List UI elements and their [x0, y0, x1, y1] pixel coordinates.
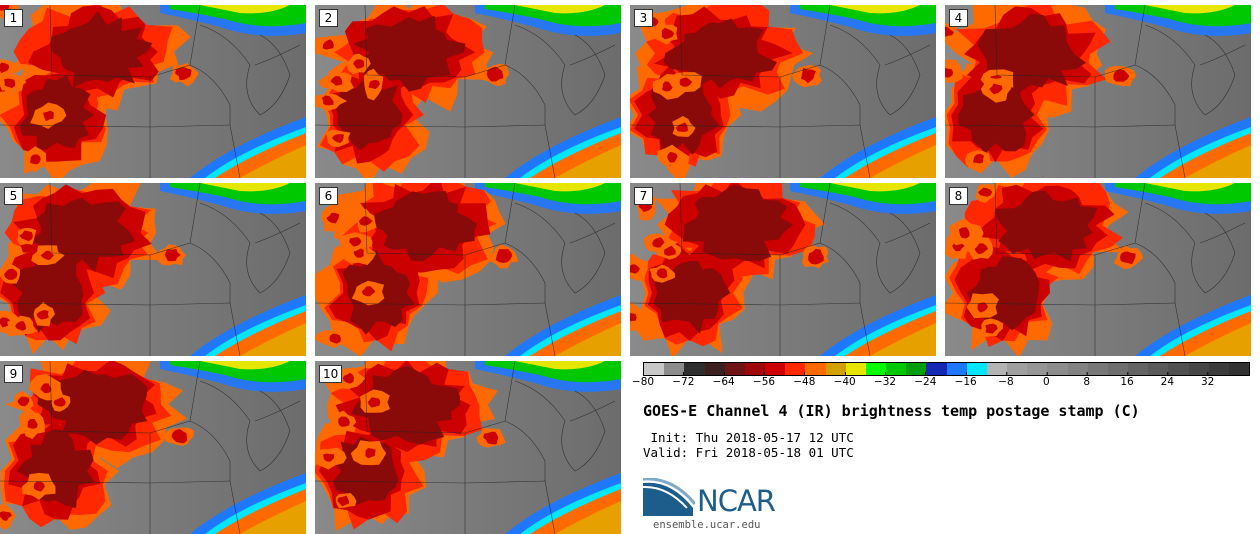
colorbar-tick-label: −80	[631, 372, 655, 388]
ensemble-member-panel: 6	[315, 183, 621, 356]
colorbar-swatch	[704, 363, 725, 375]
ir-brightness-map	[0, 183, 306, 356]
ir-brightness-map	[0, 5, 306, 178]
colorbar-tick-label: −40	[833, 372, 856, 388]
ir-brightness-map	[315, 183, 621, 356]
member-number-label: 1	[4, 9, 23, 27]
colorbar-swatch	[926, 363, 947, 375]
ir-brightness-map	[315, 5, 621, 178]
colorbar-tick-label: 0	[1042, 372, 1050, 388]
colorbar-swatch	[1208, 363, 1229, 375]
colorbar-swatch	[1007, 363, 1028, 375]
ensemble-member-panel: 7	[630, 183, 936, 356]
ensemble-member-panel: 4	[945, 5, 1251, 178]
ir-brightness-map	[630, 5, 936, 178]
ensemble-member-panel: 8	[945, 183, 1251, 356]
member-number-label: 2	[319, 9, 338, 27]
colorbar-swatch	[1128, 363, 1149, 375]
member-number-label: 4	[949, 9, 968, 27]
member-number-label: 7	[634, 187, 653, 205]
colorbar-swatch	[785, 363, 806, 375]
ensemble-member-panel: 1	[0, 5, 306, 178]
colorbar-swatch	[1148, 363, 1169, 375]
ir-brightness-map	[315, 361, 621, 534]
colorbar-swatch	[644, 363, 665, 375]
ncar-logo-text: NCAR	[697, 484, 776, 518]
colorbar-swatch	[744, 363, 766, 375]
colorbar-swatch	[845, 363, 866, 375]
colorbar-swatch	[1067, 363, 1088, 375]
figure-title: GOES-E Channel 4 (IR) brightness temp po…	[643, 402, 1140, 420]
colorbar-tick-label: −64	[712, 372, 735, 388]
member-number-label: 5	[4, 187, 23, 205]
colorbar-swatch	[946, 363, 967, 375]
colorbar-swatch	[906, 363, 927, 375]
valid-time: Valid: Fri 2018-05-18 01 UTC	[643, 445, 854, 460]
member-number-label: 3	[634, 9, 653, 27]
colorbar-tick-label: −72	[672, 372, 695, 388]
colorbar-swatch	[1047, 363, 1068, 375]
member-number-label: 8	[949, 187, 968, 205]
colorbar-tick-label: 8	[1083, 372, 1090, 388]
colorbar-tick-label: −56	[752, 372, 776, 388]
ensemble-member-panel: 10	[315, 361, 621, 534]
colorbar-swatch	[1027, 363, 1048, 375]
colorbar	[643, 362, 1250, 376]
ncar-logo-icon	[643, 478, 695, 516]
colorbar-swatch	[664, 363, 685, 375]
init-time: Init: Thu 2018-05-17 12 UTC	[643, 430, 854, 445]
ensemble-member-panel: 5	[0, 183, 306, 356]
colorbar-swatch	[684, 363, 705, 375]
member-number-label: 10	[319, 365, 343, 383]
ensemble-member-panel: 2	[315, 5, 621, 178]
colorbar-swatch	[825, 363, 846, 375]
colorbar-swatch	[1087, 363, 1108, 375]
colorbar-swatch	[865, 363, 887, 375]
colorbar-tick-label: −24	[914, 372, 937, 388]
ensemble-member-panel: 3	[630, 5, 936, 178]
colorbar-tick-label: 24	[1160, 372, 1175, 388]
ir-brightness-map	[945, 183, 1251, 356]
colorbar-swatch	[805, 363, 826, 375]
ir-brightness-map	[945, 5, 1251, 178]
colorbar-swatch	[1168, 363, 1189, 375]
colorbar-tick-label: −8	[998, 372, 1014, 388]
ir-brightness-map	[630, 183, 936, 356]
colorbar-tick-label: −48	[793, 372, 816, 388]
colorbar-swatch	[724, 363, 745, 375]
colorbar-tick-label: −16	[954, 372, 977, 388]
ir-brightness-map	[0, 361, 306, 534]
colorbar-tick-label: −32	[873, 372, 897, 388]
colorbar-tick-label: 16	[1120, 372, 1134, 388]
colorbar-swatch	[765, 363, 786, 375]
colorbar-swatch	[966, 363, 987, 375]
colorbar-swatch	[986, 363, 1008, 375]
colorbar-swatch	[1188, 363, 1209, 375]
ensemble-member-panel: 9	[0, 361, 306, 534]
member-number-label: 6	[319, 187, 338, 205]
colorbar-swatch	[1107, 363, 1129, 375]
colorbar-swatch	[1228, 363, 1250, 375]
colorbar-swatch	[886, 363, 907, 375]
colorbar-ticks: −80 −72 −64 −56 −48 −40 −32 −24 −16 −8 0 8 16 24 32	[632, 372, 1250, 394]
site-url[interactable]: ensemble.ucar.edu	[653, 519, 761, 531]
colorbar-tick-label: 32	[1200, 372, 1215, 388]
member-number-label: 9	[4, 365, 23, 383]
